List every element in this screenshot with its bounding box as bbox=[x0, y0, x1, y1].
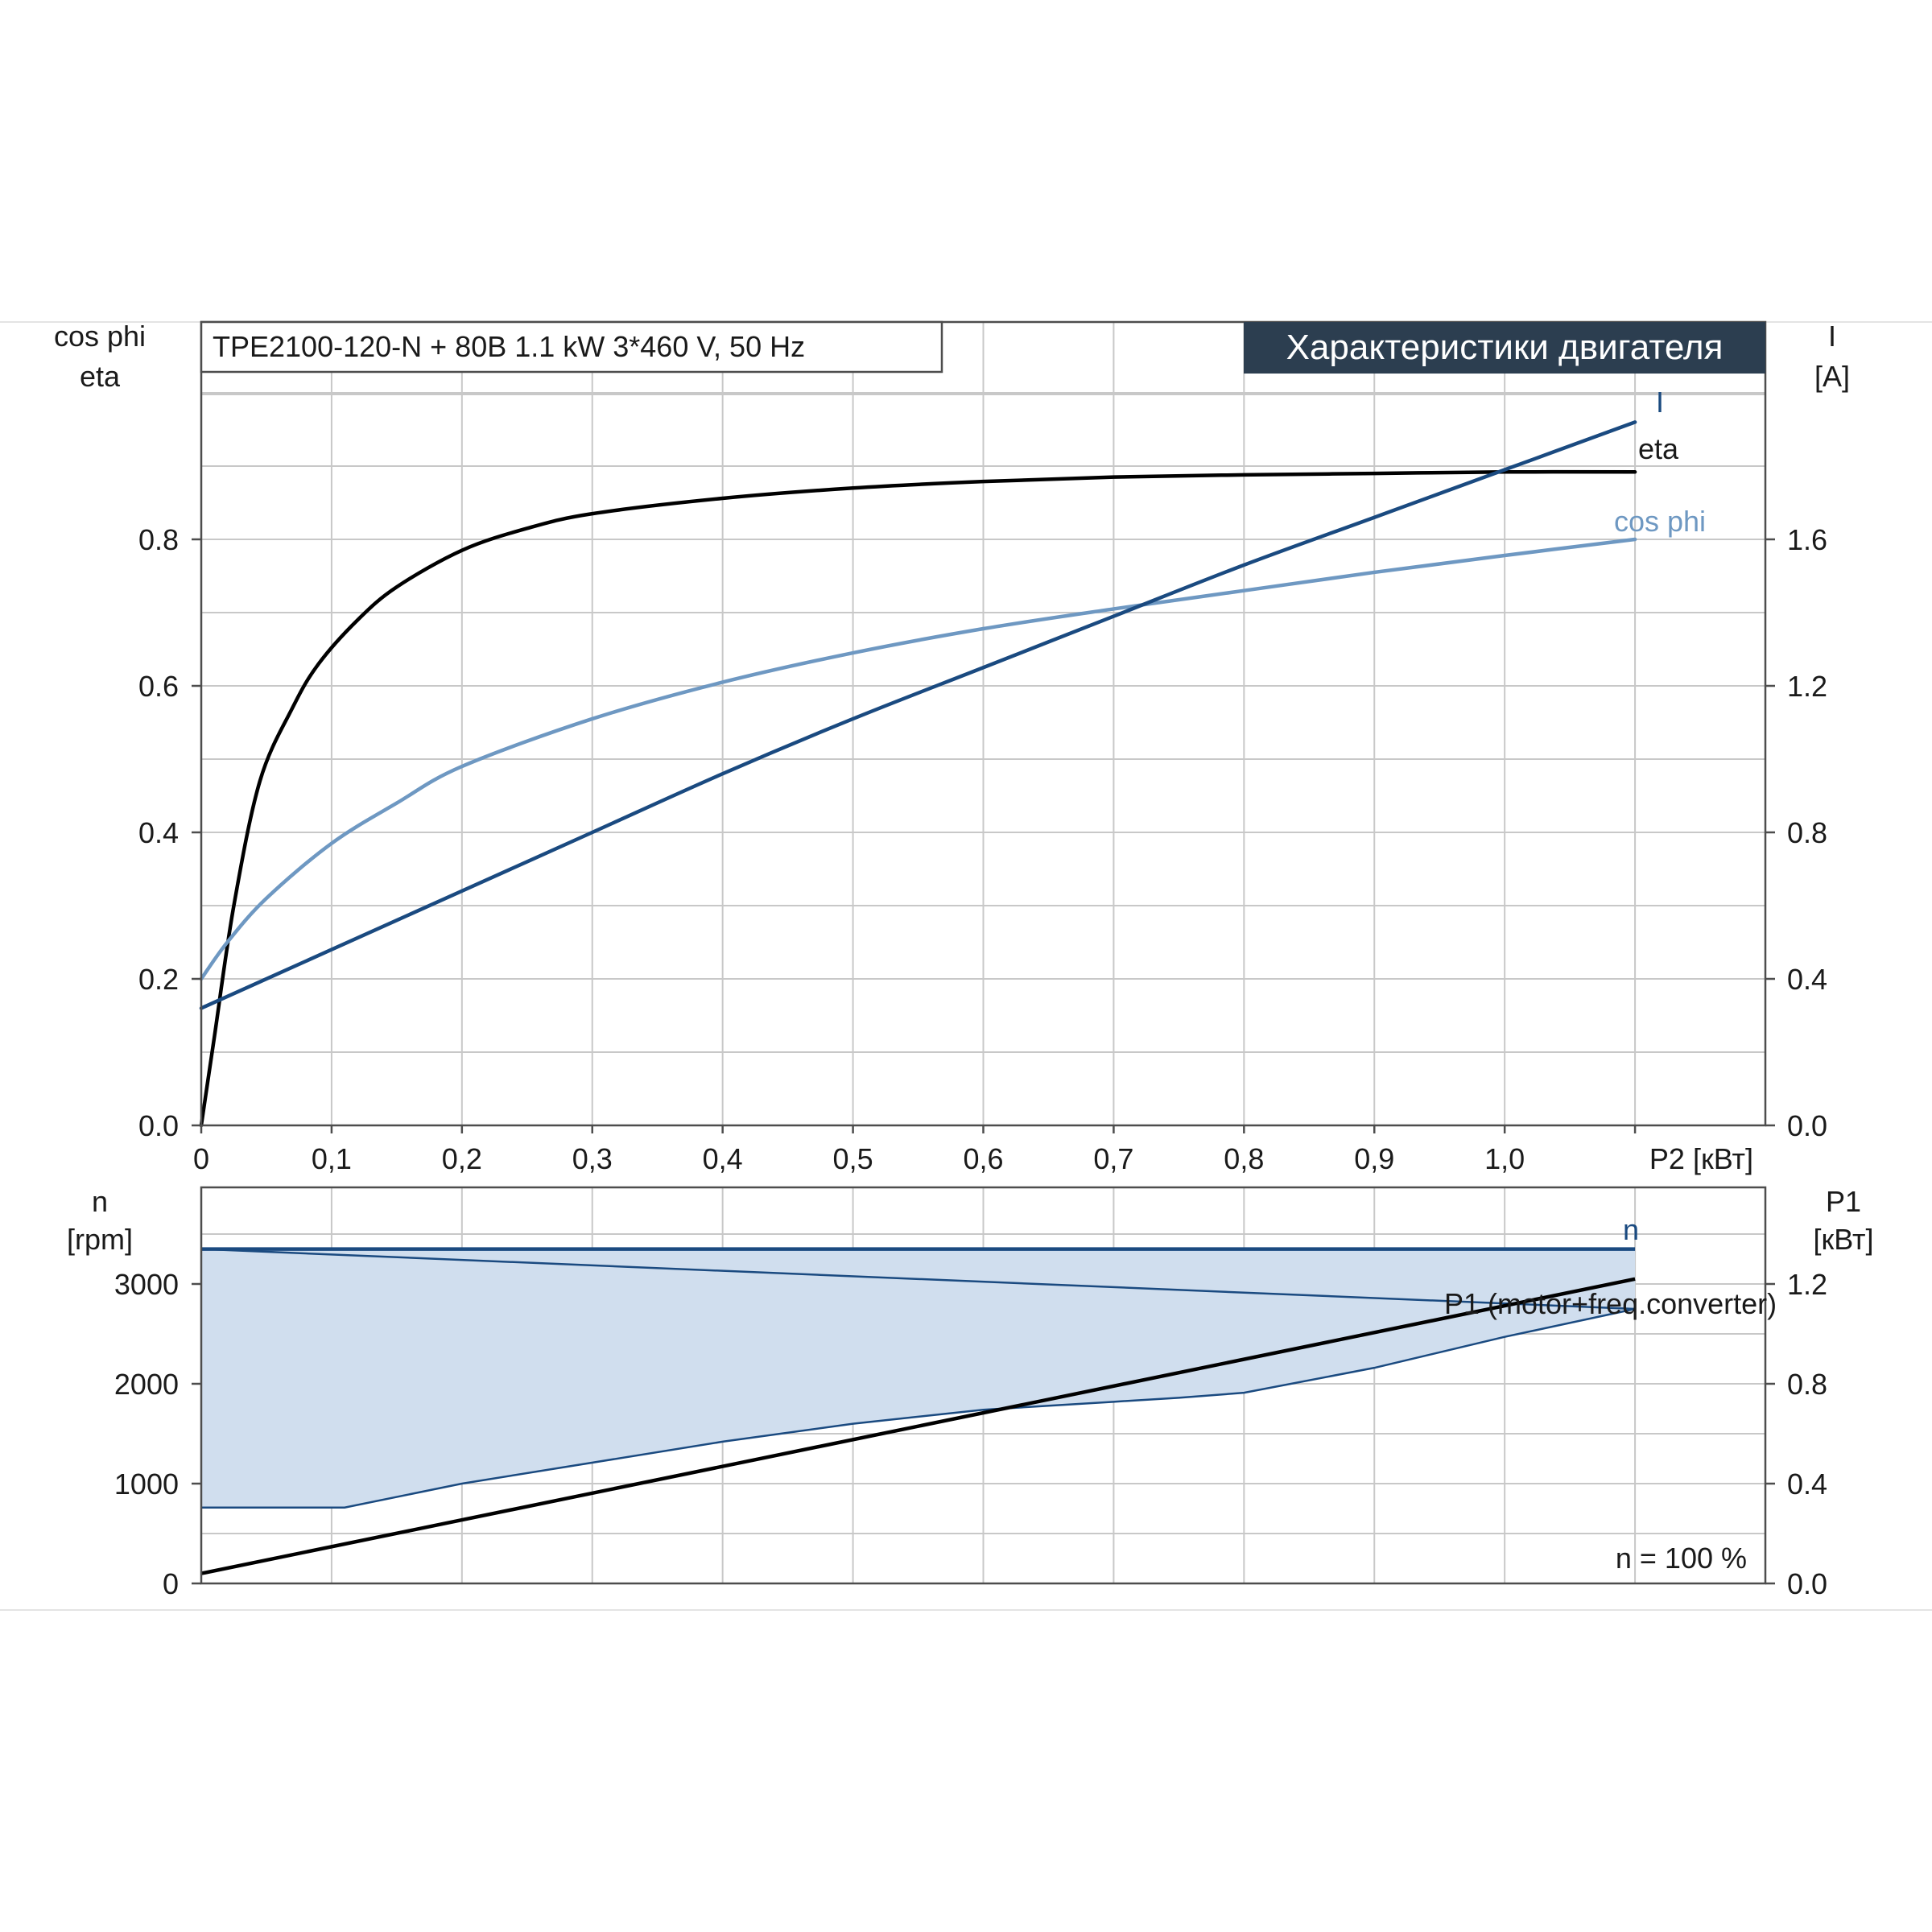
x-tick-label: 1,0 bbox=[1484, 1142, 1525, 1175]
x-axis-label: P2 [кВт] bbox=[1649, 1142, 1753, 1175]
top-right-tick-label: 1.6 bbox=[1787, 523, 1827, 556]
series-line-cos-phi bbox=[199, 537, 1637, 981]
x-tick-label: 0,4 bbox=[703, 1142, 743, 1175]
x-tick-label: 0,8 bbox=[1224, 1142, 1264, 1175]
top-left-tick-label: 0.4 bbox=[138, 816, 179, 849]
top-right-tick-label: 0.8 bbox=[1787, 816, 1827, 849]
bottom-right-axis-label-2: [кВт] bbox=[1813, 1223, 1873, 1256]
top-right-tick-label: 1.2 bbox=[1787, 670, 1827, 703]
bottom-left-tick-label: 3000 bbox=[114, 1268, 179, 1301]
series-label-n: n bbox=[1623, 1213, 1639, 1246]
bottom-left-tick-label: 2000 bbox=[114, 1368, 179, 1401]
x-tick-label: 0,2 bbox=[442, 1142, 482, 1175]
top-right-axis-label-2: [A] bbox=[1814, 360, 1850, 393]
bottom-left-tick-label: 0 bbox=[163, 1567, 179, 1600]
bottom-right-axis-label-1: P1 bbox=[1826, 1185, 1861, 1218]
header-title: TPE2100-120-N + 80B 1.1 kW 3*460 V, 50 H… bbox=[213, 330, 805, 363]
x-tick-label: 0,9 bbox=[1354, 1142, 1394, 1175]
top-right-tick-label: 0.0 bbox=[1787, 1109, 1827, 1142]
series-label-cos-phi: cos phi bbox=[1614, 505, 1706, 538]
series-line-I bbox=[199, 420, 1637, 1010]
bottom-left-tick-label: 1000 bbox=[114, 1468, 179, 1501]
speed-range-lower-boundary bbox=[200, 1248, 1636, 1509]
top-left-tick-label: 0.2 bbox=[138, 963, 179, 996]
x-tick-label: 0,1 bbox=[312, 1142, 352, 1175]
top-right-axis-label-1: I bbox=[1828, 320, 1836, 353]
top-left-axis-label-2: eta bbox=[80, 360, 121, 393]
bottom-right-tick-label: 0.4 bbox=[1787, 1468, 1827, 1501]
series-label-I: I bbox=[1656, 386, 1664, 419]
header-box bbox=[200, 320, 943, 374]
x-tick-label: 0,3 bbox=[572, 1142, 613, 1175]
bottom-right-tick-label: 0.0 bbox=[1787, 1567, 1827, 1600]
speed-range-area bbox=[201, 1249, 1636, 1508]
x-tick-label: 0 bbox=[193, 1142, 209, 1175]
series-line-P1 bbox=[200, 1277, 1636, 1575]
series-line-eta bbox=[199, 469, 1637, 1128]
bottom-plot-frame bbox=[200, 1186, 1767, 1585]
banner-box bbox=[1244, 322, 1765, 374]
top-grid bbox=[201, 322, 1765, 1125]
series-label-eta: eta bbox=[1638, 432, 1679, 465]
bottom-right-tick-label: 1.2 bbox=[1787, 1268, 1827, 1301]
series-label-P1: P1 (motor+freq.converter) bbox=[1444, 1287, 1777, 1320]
x-tick-label: 0,7 bbox=[1093, 1142, 1133, 1175]
x-tick-label: 0,5 bbox=[833, 1142, 873, 1175]
bottom-left-axis-label-2: [rpm] bbox=[67, 1223, 133, 1256]
top-left-axis-label-1: cos phi bbox=[54, 320, 146, 353]
annotation-speed: n = 100 % bbox=[1616, 1542, 1747, 1575]
bottom-right-tick-label: 0.8 bbox=[1787, 1368, 1827, 1401]
bottom-left-axis-label-1: n bbox=[92, 1185, 108, 1218]
x-tick-label: 0,6 bbox=[963, 1142, 1003, 1175]
top-left-tick-label: 0.6 bbox=[138, 670, 179, 703]
banner-title: Характеристики двигателя bbox=[1286, 328, 1724, 367]
top-left-tick-label: 0.0 bbox=[138, 1109, 179, 1142]
top-left-tick-label: 0.8 bbox=[138, 523, 179, 556]
top-right-tick-label: 0.4 bbox=[1787, 963, 1827, 996]
